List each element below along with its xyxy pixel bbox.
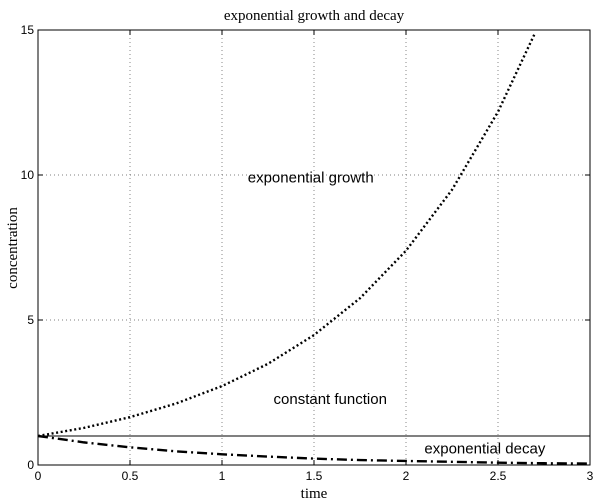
x-tick-label: 1.5	[306, 469, 323, 483]
annotation-label: constant function	[274, 391, 387, 408]
y-ticks: 0 5 10 15	[21, 23, 590, 472]
chart-title: exponential growth and decay	[224, 8, 405, 24]
annotation-label: exponential growth	[248, 169, 374, 186]
x-ticks: 0 0.5 1 1.5 2 2.5 3	[35, 30, 594, 483]
y-tick-label: 10	[21, 168, 35, 182]
x-tick-label: 1	[219, 469, 226, 483]
grid	[38, 30, 590, 465]
y-axis-label: concentration	[5, 207, 21, 289]
x-tick-label: 2	[403, 469, 410, 483]
y-tick-label: 5	[27, 313, 34, 327]
x-tick-label: 0.5	[122, 469, 139, 483]
annotation-label: exponential decay	[424, 440, 545, 457]
x-tick-label: 0	[35, 469, 42, 483]
y-tick-label: 0	[27, 458, 34, 472]
series-line-dotted	[37, 32, 536, 438]
annotations: exponential growth constant function expon…	[248, 169, 546, 457]
y-tick-label: 15	[21, 23, 35, 37]
x-tick-label: 3	[587, 469, 594, 483]
x-tick-label: 2.5	[490, 469, 507, 483]
x-axis-label: time	[301, 486, 328, 502]
